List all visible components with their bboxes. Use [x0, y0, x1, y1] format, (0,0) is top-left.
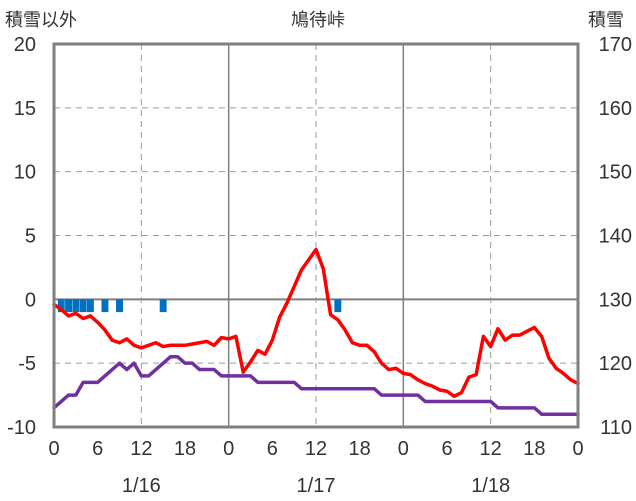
y-left-tick-label: 10	[14, 162, 36, 184]
precipitation-bar	[86, 299, 94, 313]
x-tick-label: 0	[398, 438, 409, 460]
precipitation-bar	[101, 299, 109, 313]
chart-title: 鳩待峠	[291, 10, 345, 31]
temperature-line	[52, 247, 580, 399]
precipitation-bar	[72, 299, 80, 313]
x-tick-label: 18	[523, 438, 545, 460]
y-right-tick-label: 140	[599, 226, 632, 248]
precipitation-bar	[65, 299, 73, 313]
x-tick-label: 12	[480, 438, 502, 460]
y-right-tick-label: 130	[599, 289, 632, 311]
plot-frame	[52, 42, 580, 429]
y-left-tick-label: 15	[14, 98, 36, 120]
precipitation-bars	[57, 299, 342, 313]
y-left-tick-label: 20	[14, 34, 36, 56]
y-right-tick-label: 120	[599, 353, 632, 375]
x-tick-label: 0	[223, 438, 234, 460]
precipitation-bar	[159, 299, 167, 313]
left-axis-title: 積雪以外	[5, 10, 77, 31]
x-tick-label: 12	[130, 438, 152, 460]
snow_depth-line	[52, 355, 580, 416]
y-right-tick-label: 160	[599, 98, 632, 120]
y-left-tick-label: -5	[18, 353, 36, 375]
x-tick-label: 6	[441, 438, 452, 460]
date-label: 1/18	[471, 475, 510, 497]
y-right-tick-label: 150	[599, 162, 632, 184]
y-left-tick-label: -10	[7, 417, 36, 439]
date-label: 1/17	[297, 475, 336, 497]
precipitation-bar	[79, 299, 87, 313]
y-right-tick-label: 170	[599, 34, 632, 56]
precipitation-bar	[334, 299, 342, 313]
precipitation-bar	[116, 299, 123, 313]
series-lines	[52, 247, 580, 416]
x-tick-label: 6	[267, 438, 278, 460]
y-left-tick-label: 0	[25, 289, 36, 311]
y-right-tick-label: 110	[600, 417, 632, 439]
x-tick-label: 12	[305, 438, 327, 460]
date-label: 1/16	[122, 475, 161, 497]
right-axis-title: 積雪	[588, 10, 624, 31]
x-tick-label: 6	[92, 438, 103, 460]
x-tick-label: 0	[48, 438, 59, 460]
x-tick-label: 18	[349, 438, 371, 460]
x-tick-label: 18	[174, 438, 196, 460]
y-left-tick-label: 5	[25, 226, 36, 248]
precipitation-bar	[57, 299, 65, 313]
gridlines	[54, 44, 578, 427]
x-tick-label: 0	[572, 438, 583, 460]
